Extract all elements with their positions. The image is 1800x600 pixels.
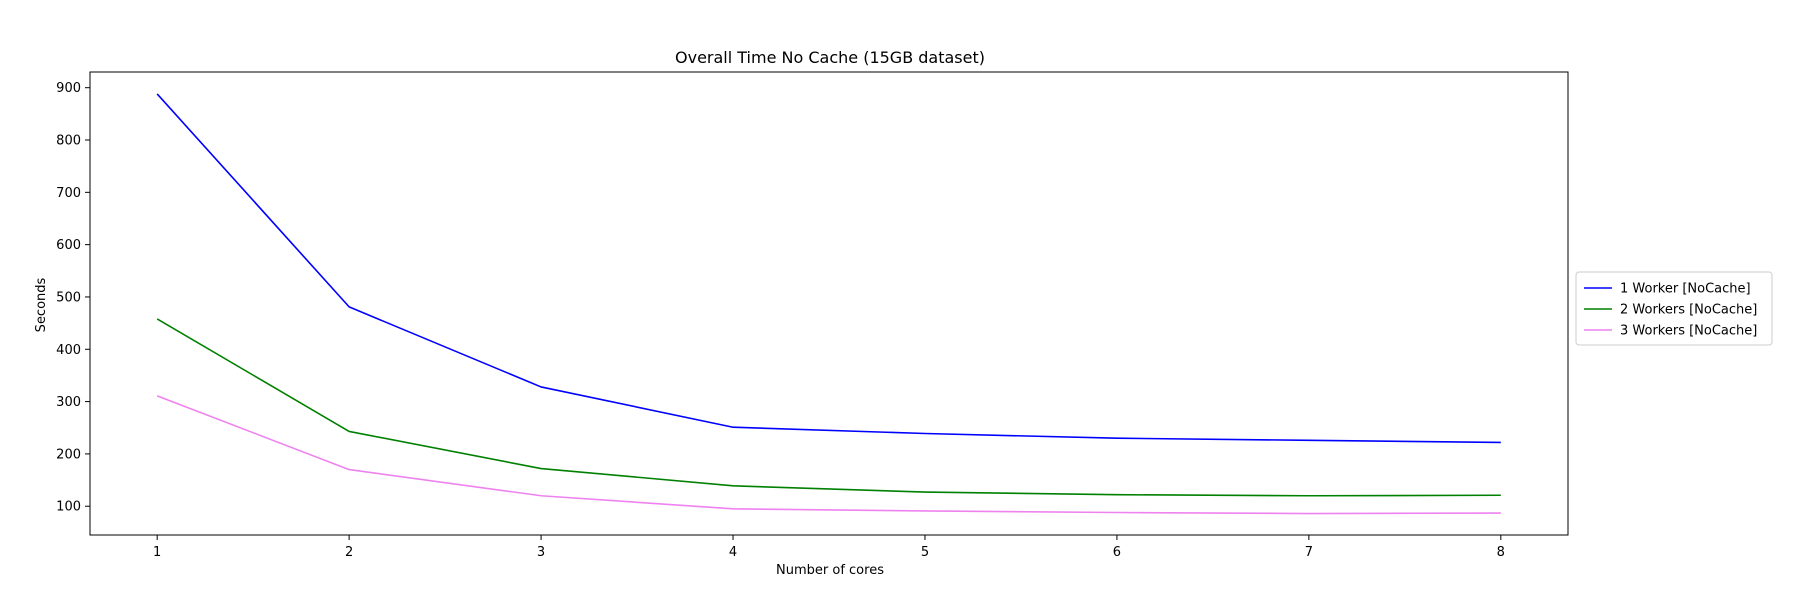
chart-title: Overall Time No Cache (15GB dataset) (675, 48, 985, 67)
legend: 1 Worker [NoCache] 2 Workers [NoCache] 3 W… (1575, 271, 1773, 346)
plot-frame (89, 71, 1569, 536)
x-tick-label: 2 (345, 545, 353, 560)
y-tick-label: 300 (56, 395, 81, 410)
y-tick-label: 200 (56, 447, 81, 462)
series-line-2 (156, 318, 1501, 497)
y-tick-label: 700 (56, 186, 81, 201)
y-tick-label: 500 (56, 290, 81, 305)
x-tick-label: 7 (1305, 545, 1313, 560)
series-line-3 (156, 395, 1501, 515)
x-tick-label: 4 (729, 545, 737, 560)
y-tick-label: 600 (56, 238, 81, 253)
series-line-1 (156, 93, 1501, 444)
legend-label: 1 Worker [NoCache] (1620, 282, 1751, 297)
y-tick-label: 800 (56, 134, 81, 149)
x-tick-label: 3 (537, 545, 545, 560)
x-axis-label: Number of cores (776, 563, 884, 578)
x-tick-label: 6 (1113, 545, 1121, 560)
x-tick-label: 1 (153, 545, 161, 560)
plot-area: 1 2 3 4 5 6 7 8 100 200 300 400 500 600 700 800 900 (56, 71, 1569, 560)
legend-box (1575, 271, 1773, 346)
y-axis-label: Seconds (34, 277, 49, 332)
x-tick-label: 8 (1497, 545, 1505, 560)
x-tick-label: 5 (921, 545, 929, 560)
y-tick-label: 900 (56, 81, 81, 96)
y-tick-label: 400 (56, 343, 81, 358)
legend-label: 2 Workers [NoCache] (1620, 303, 1757, 318)
legend-label: 3 Workers [NoCache] (1620, 324, 1757, 339)
y-tick-label: 100 (56, 500, 81, 515)
